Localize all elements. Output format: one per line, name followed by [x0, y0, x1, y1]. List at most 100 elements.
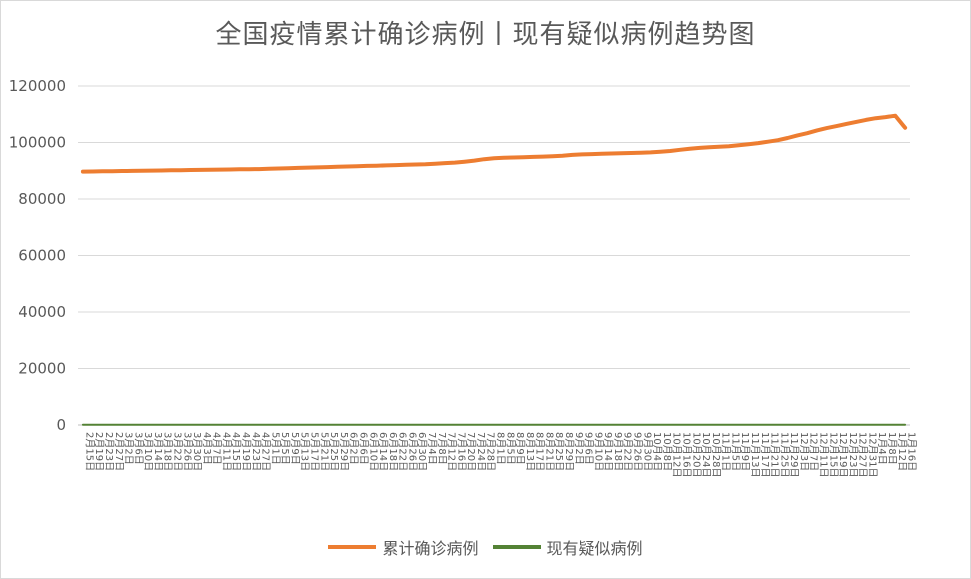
x-tick-label: 4月23日	[250, 432, 262, 471]
x-tick-label: 8月9日	[514, 432, 526, 465]
x-tick-label: 3月6日	[132, 432, 144, 465]
x-tick-label: 3月22日	[171, 432, 183, 471]
x-tick-label: 7月4日	[426, 432, 438, 465]
y-tick-label: 100000	[9, 134, 66, 152]
legend: 累计确诊病例 现有疑似病例	[0, 535, 971, 559]
x-tick-label: 3月14日	[152, 432, 164, 471]
x-tick-label: 7月8日	[436, 432, 448, 465]
x-tick-label: 1月4日	[876, 432, 888, 465]
x-tick-label: 9月2日	[573, 432, 585, 465]
x-tick-label: 2月23日	[103, 432, 115, 471]
x-tick-label: 3月30日	[191, 432, 203, 471]
x-tick-label: 5月9日	[289, 432, 301, 465]
series-lines	[80, 113, 908, 426]
x-axis-ticks: 2月15日2月19日2月23日2月27日3月2日3月6日3月10日3月14日3月…	[83, 432, 917, 477]
legend-label-confirmed: 累计确诊病例	[382, 539, 479, 558]
x-tick-label: 12月23日	[847, 432, 859, 477]
x-tick-label: 7月20日	[465, 432, 477, 471]
x-tick-label: 2月19日	[93, 432, 105, 471]
x-tick-label: 2月27日	[113, 432, 125, 471]
legend-swatch-suspected	[492, 545, 541, 549]
x-tick-label: 7月12日	[446, 432, 458, 471]
x-tick-label: 5月29日	[338, 432, 350, 471]
x-tick-label: 12月31日	[866, 432, 878, 477]
x-tick-label: 5月1日	[269, 432, 281, 465]
y-tick-label: 0	[56, 416, 66, 434]
x-tick-label: 12月15日	[827, 432, 839, 477]
x-tick-label: 8月29日	[563, 432, 575, 471]
x-tick-label: 12月3日	[798, 432, 810, 471]
x-tick-label: 10月28日	[710, 432, 722, 477]
x-tick-label: 3月26日	[181, 432, 193, 471]
x-tick-label: 8月5日	[504, 432, 516, 465]
x-tick-label: 8月1日	[495, 432, 507, 465]
legend-item-suspected[interactable]: 现有疑似病例	[492, 535, 643, 559]
x-tick-label: 6月6日	[357, 432, 369, 465]
x-tick-label: 5月13日	[299, 432, 311, 471]
x-tick-label: 8月13日	[524, 432, 536, 471]
x-tick-label: 9月18日	[612, 432, 624, 471]
x-tick-label: 6月26日	[406, 432, 418, 471]
x-tick-label: 6月30日	[416, 432, 428, 471]
legend-label-suspected: 现有疑似病例	[546, 539, 643, 558]
x-tick-label: 9月10日	[592, 432, 604, 471]
x-tick-label: 11月9日	[739, 432, 751, 471]
x-tick-label: 11月25日	[778, 432, 790, 477]
x-tick-label: 12月7日	[808, 432, 820, 471]
x-tick-label: 5月5日	[279, 432, 291, 465]
x-tick-label: 9月14日	[602, 432, 614, 471]
chart-title: 全国疫情累计确诊病例丨现有疑似病例趋势图	[215, 20, 756, 50]
x-tick-label: 8月25日	[553, 432, 565, 471]
x-tick-label: 12月19日	[837, 432, 849, 477]
x-tick-label: 6月2日	[348, 432, 360, 465]
x-tick-label: 10月12日	[671, 432, 683, 477]
x-tick-label: 11月5日	[729, 432, 741, 471]
x-tick-label: 8月21日	[543, 432, 555, 471]
x-tick-label: 10月8日	[661, 432, 673, 471]
x-tick-label: 6月18日	[387, 432, 399, 471]
x-tick-label: 9月26日	[632, 432, 644, 471]
x-tick-label: 6月22日	[397, 432, 409, 471]
x-tick-label: 8月17日	[534, 432, 546, 471]
x-tick-label: 10月20日	[690, 432, 702, 477]
legend-item-confirmed[interactable]: 累计确诊病例	[328, 535, 479, 559]
x-tick-label: 11月13日	[749, 432, 761, 477]
x-tick-label: 6月10日	[367, 432, 379, 471]
y-tick-label: 60000	[18, 247, 66, 265]
x-tick-label: 5月25日	[328, 432, 340, 471]
x-tick-label: 9月6日	[583, 432, 595, 465]
x-tick-label: 7月16日	[455, 432, 467, 471]
x-tick-label: 12月27日	[857, 432, 869, 477]
x-tick-label: 11月21日	[769, 432, 781, 477]
x-tick-label: 9月30日	[641, 432, 653, 471]
x-tick-label: 11月17日	[759, 432, 771, 477]
x-tick-label: 12月11日	[818, 432, 830, 477]
x-tick-label: 2月15日	[83, 432, 95, 471]
x-tick-label: 3月2日	[123, 432, 135, 465]
x-tick-label: 4月27日	[260, 432, 272, 471]
y-tick-label: 20000	[18, 360, 66, 378]
x-tick-label: 4月11日	[220, 432, 232, 471]
x-tick-label: 10月4日	[651, 432, 663, 471]
y-axis-ticks: 0 20000 40000 60000 80000 100000 120000	[9, 77, 66, 434]
x-tick-label: 10月16日	[680, 432, 692, 477]
x-tick-label: 6月14日	[377, 432, 389, 471]
x-tick-label: 1月8日	[886, 432, 898, 465]
legend-swatch-confirmed	[328, 545, 377, 549]
x-tick-label: 4月7日	[211, 432, 223, 465]
y-tick-label: 120000	[9, 77, 66, 95]
x-tick-label: 4月3日	[201, 432, 213, 465]
x-tick-label: 7月24日	[475, 432, 487, 471]
x-tick-label: 11月29日	[788, 432, 800, 477]
x-tick-label: 4月15日	[230, 432, 242, 471]
y-tick-label: 80000	[18, 190, 66, 208]
x-tick-label: 4月19日	[240, 432, 252, 471]
y-tick-label: 40000	[18, 303, 66, 321]
x-tick-label: 1月12日	[896, 432, 908, 471]
x-tick-label: 1月16日	[906, 432, 918, 471]
x-tick-label: 9月22日	[622, 432, 634, 471]
series-line-confirmed	[80, 113, 908, 174]
x-tick-label: 3月18日	[162, 432, 174, 471]
